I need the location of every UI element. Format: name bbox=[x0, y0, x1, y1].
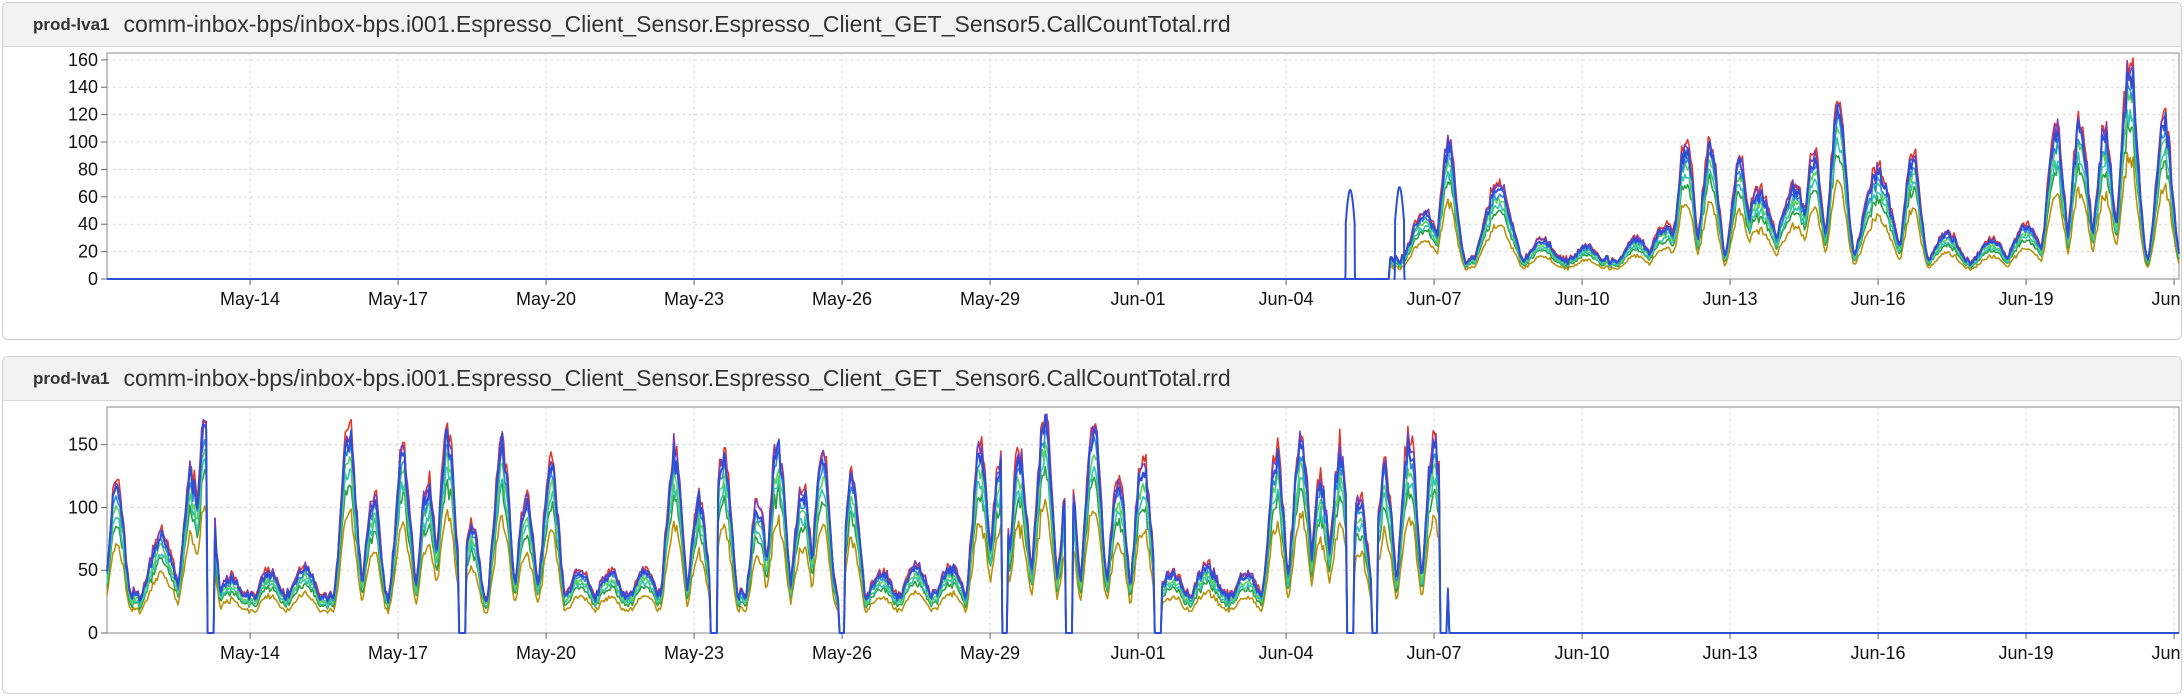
x-tick-label: Jun-2 bbox=[2152, 643, 2182, 663]
x-tick-label: Jun-10 bbox=[1555, 289, 1610, 309]
chart-title[interactable]: comm-inbox-bps/inbox-bps.i001.Espresso_C… bbox=[123, 11, 1231, 37]
x-tick-label: May-14 bbox=[220, 289, 280, 309]
spike-line-1 bbox=[1393, 185, 1406, 280]
x-tick-label: May-23 bbox=[664, 289, 724, 309]
x-tick-label: May-26 bbox=[812, 643, 872, 663]
x-tick-label: May-29 bbox=[960, 643, 1020, 663]
x-tick-label: May-20 bbox=[516, 643, 576, 663]
x-tick-label: May-17 bbox=[368, 289, 428, 309]
x-tick-label: Jun-04 bbox=[1259, 643, 1314, 663]
chart-title[interactable]: comm-inbox-bps/inbox-bps.i001.Espresso_C… bbox=[123, 365, 1231, 391]
x-axis: May-14 May-17 May-20 May-23 May-26 May-29 Jun-… bbox=[220, 633, 2182, 663]
series-group bbox=[106, 413, 2179, 634]
x-tick-label: Jun-10 bbox=[1555, 643, 1610, 663]
y-axis: 0 20 40 60 80 100 120 140 160 bbox=[68, 50, 107, 289]
series-line-4 bbox=[107, 87, 2180, 280]
x-tick-label: Jun-07 bbox=[1407, 643, 1462, 663]
series-line-1 bbox=[107, 57, 2180, 280]
x-tick-label: May-14 bbox=[220, 643, 280, 663]
x-tick-label: Jun-01 bbox=[1111, 643, 1166, 663]
series-line-2 bbox=[106, 465, 2179, 634]
series-line-7 bbox=[107, 67, 2180, 280]
x-tick-label: Jun-19 bbox=[1999, 289, 2054, 309]
y-tick-label: 100 bbox=[68, 497, 98, 517]
environment-label: prod-lva1 bbox=[33, 14, 110, 34]
series-line-7 bbox=[106, 413, 2179, 634]
y-tick-label: 150 bbox=[68, 435, 98, 455]
spike-line-0 bbox=[1344, 188, 1357, 280]
y-tick-label: 0 bbox=[88, 269, 98, 289]
plot-frame bbox=[106, 406, 2180, 634]
y-tick-label: 140 bbox=[68, 77, 98, 97]
y-tick-label: 50 bbox=[78, 560, 98, 580]
x-tick-label: May-23 bbox=[664, 643, 724, 663]
series-line-3 bbox=[106, 450, 2179, 634]
y-tick-label: 80 bbox=[78, 159, 98, 179]
y-tick-label: 60 bbox=[78, 187, 98, 207]
y-tick-label: 100 bbox=[68, 132, 98, 152]
series-line-4 bbox=[106, 441, 2179, 634]
x-tick-label: May-20 bbox=[516, 289, 576, 309]
x-tick-label: May-29 bbox=[960, 289, 1020, 309]
y-tick-label: 40 bbox=[78, 214, 98, 234]
chart-panel-sensor5: prod-lva1 comm-inbox-bps/inbox-bps.i001.… bbox=[2, 2, 2182, 340]
plot-frame bbox=[106, 52, 2180, 280]
y-tick-label: 20 bbox=[78, 242, 98, 262]
x-tick-label: Jun-13 bbox=[1703, 643, 1758, 663]
chart-panel-sensor6: prod-lva1 comm-inbox-bps/inbox-bps.i001.… bbox=[2, 356, 2182, 694]
x-tick-label: Jun-2 bbox=[2152, 289, 2182, 309]
x-tick-label: May-26 bbox=[812, 289, 872, 309]
series-line-6 bbox=[107, 60, 2180, 280]
series-line-0 bbox=[107, 152, 2180, 280]
panel-header: prod-lva1 comm-inbox-bps/inbox-bps.i001.… bbox=[3, 3, 2181, 47]
y-tick-label: 120 bbox=[68, 105, 98, 125]
y-axis: 0 50 100 150 bbox=[68, 435, 107, 643]
x-tick-label: Jun-19 bbox=[1999, 643, 2054, 663]
x-tick-label: Jun-16 bbox=[1851, 643, 1906, 663]
series-line-5 bbox=[107, 81, 2180, 280]
x-axis: May-14 May-17 May-20 May-23 May-26 May-29 Jun-… bbox=[220, 279, 2182, 309]
x-tick-label: Jun-07 bbox=[1407, 289, 1462, 309]
y-tick-label: 0 bbox=[88, 623, 98, 643]
x-tick-label: Jun-13 bbox=[1703, 289, 1758, 309]
panel-header: prod-lva1 comm-inbox-bps/inbox-bps.i001.… bbox=[3, 357, 2181, 401]
series-line-2 bbox=[107, 119, 2180, 280]
series-group bbox=[107, 57, 2180, 280]
x-tick-label: Jun-16 bbox=[1851, 289, 1906, 309]
x-tick-label: Jun-01 bbox=[1111, 289, 1166, 309]
environment-label: prod-lva1 bbox=[33, 368, 110, 388]
x-tick-label: Jun-04 bbox=[1259, 289, 1314, 309]
x-tick-label: May-17 bbox=[368, 643, 428, 663]
y-tick-label: 160 bbox=[68, 50, 98, 70]
